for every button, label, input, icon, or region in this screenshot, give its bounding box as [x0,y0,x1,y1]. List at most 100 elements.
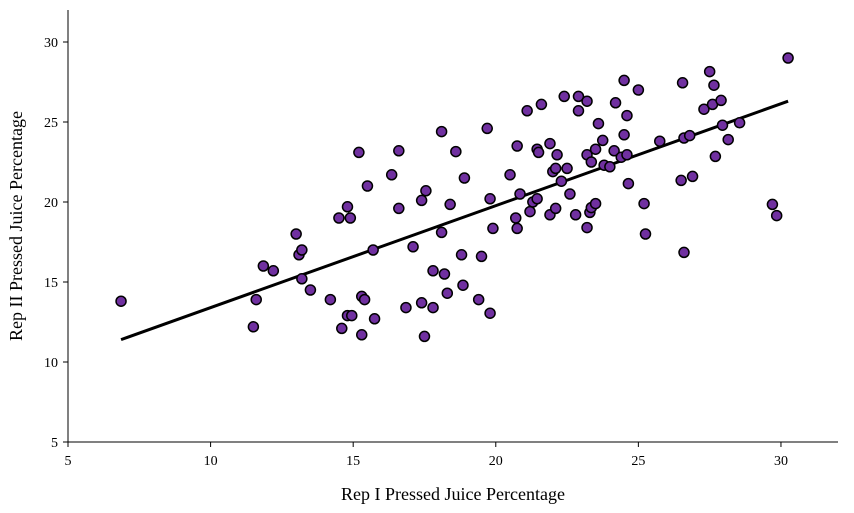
data-point [393,202,405,215]
data-point [367,244,379,256]
x-tick-label: 5 [65,454,72,469]
data-point [457,279,469,291]
data-point [336,322,348,335]
data-point [441,287,454,299]
data-point [296,244,308,256]
data-point [324,293,337,306]
data-point [385,169,398,181]
data-point [393,145,405,157]
data-point [592,117,605,130]
data-point [678,246,690,259]
data-point [708,79,720,91]
data-point [722,133,734,146]
data-point [535,98,548,111]
data-point [400,301,412,314]
data-point [782,52,794,64]
data-point [531,193,543,205]
trendline [120,99,789,342]
data-point [415,297,428,309]
data-point [511,222,523,235]
data-point [415,194,428,207]
data-point [766,198,779,211]
plot-area: 5 10 15 20 25 30 5 10 15 20 25 30 [44,10,838,469]
data-point [250,293,262,306]
data-point [484,193,496,205]
data-point [484,307,496,319]
data-point [716,119,729,131]
data-point [609,97,622,109]
data-point [420,185,432,197]
data-point [581,95,593,107]
data-point [698,103,710,115]
data-point [572,90,585,103]
data-point [686,170,699,183]
data-point [555,175,568,187]
data-point [676,77,689,89]
data-point [455,249,468,261]
data-point [450,145,462,158]
data-point [608,145,620,157]
data-point [355,329,368,341]
y-tick-label: 15 [44,276,58,291]
data-point [475,250,488,263]
data-point [618,74,630,87]
data-point [304,284,317,296]
data-point [709,150,722,163]
data-point [247,321,260,333]
x-axis-label: Rep I Pressed Juice Percentage [341,484,565,504]
data-point [596,134,609,147]
data-point [472,293,485,306]
data-point [683,129,696,142]
data-point [589,143,602,155]
data-point [514,188,526,200]
data-point [770,209,783,222]
data-point [589,197,602,210]
data-point [427,265,439,277]
data-point [435,125,448,138]
data-point [569,209,582,221]
data-point [572,105,585,117]
data-point [407,241,419,253]
x-tick-label: 30 [774,454,788,469]
data-point [703,65,716,78]
data-point [290,228,302,240]
x-tick-label: 15 [346,454,360,469]
data-point [481,122,493,135]
data-point [604,161,616,173]
data-point [458,172,471,184]
data-point [257,260,270,272]
data-point [618,129,630,141]
data-point [675,174,687,187]
data-point [654,135,666,147]
data-point [639,228,652,240]
data-point [115,295,127,307]
data-point [509,212,522,224]
data-point [361,180,374,192]
data-point [715,94,727,107]
y-tick-label: 10 [44,356,58,371]
data-point [296,273,308,285]
x-tick-label: 25 [631,454,645,469]
data-point [621,109,633,122]
data-point [561,162,573,175]
data-point [333,212,345,224]
data-point [733,117,746,129]
data-point [435,226,448,239]
y-tick-label: 30 [44,36,58,51]
data-point [632,84,645,96]
y-tick-label: 5 [51,436,58,451]
data-point [346,309,358,322]
data-point [444,198,456,211]
data-point [427,301,439,314]
data-point [621,149,633,161]
data-point [564,188,576,200]
data-point [551,149,563,161]
data-point [581,221,593,234]
data-point [544,137,556,150]
data-point [524,205,536,218]
data-point [487,222,499,235]
x-tick-label: 20 [489,454,503,469]
data-point [549,202,562,215]
data-point [622,177,635,190]
